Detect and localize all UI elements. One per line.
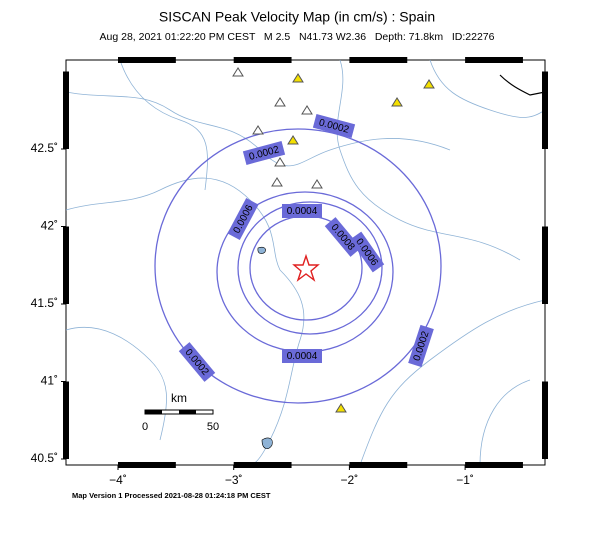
lake <box>257 246 266 254</box>
station <box>232 67 244 77</box>
stations <box>232 67 435 413</box>
contour-label-text: 0.0004 <box>287 351 318 362</box>
contour-label-box <box>178 342 216 382</box>
map-area: km 0 50 <box>65 59 546 466</box>
lat-tick-label: 42˚ <box>41 219 58 233</box>
epicenter <box>292 253 320 282</box>
station <box>423 79 435 89</box>
lon-tick-label: −2˚ <box>341 473 359 487</box>
frame-bar <box>63 381 69 459</box>
frame-bar <box>542 381 548 459</box>
frame-bar <box>465 57 523 63</box>
lon-tick-label: −4˚ <box>109 473 127 487</box>
station <box>274 157 286 167</box>
frame-bar <box>233 57 292 63</box>
contour-label: 0.0004 <box>282 204 322 218</box>
frame-bar <box>233 462 292 468</box>
station <box>252 125 264 135</box>
contour-label-text: 0.0004 <box>287 206 318 217</box>
footer: Map Version 1 Processed 2021-08-28 01:24… <box>72 491 271 500</box>
scale-start: 0 <box>142 421 148 433</box>
station <box>292 73 304 83</box>
lon-tick-label: −3˚ <box>225 473 243 487</box>
contour-label-box <box>312 114 356 138</box>
subtitle: Aug 28, 2021 01:22:20 PM CEST M 2.5 N41.… <box>100 31 495 43</box>
river <box>479 379 531 466</box>
station <box>287 135 299 145</box>
station <box>271 177 283 187</box>
contour-label: 0.0004 <box>282 349 322 363</box>
river <box>65 326 167 441</box>
frame-bar <box>542 71 548 149</box>
contour-line <box>154 128 442 404</box>
contour-label-box <box>282 349 322 363</box>
lat-tick-label: 41˚ <box>41 374 58 388</box>
title: SISCAN Peak Velocity Map (in cm/s) : Spa… <box>159 9 435 25</box>
map-frame <box>65 59 546 466</box>
lon-tick-label: −1˚ <box>456 473 474 487</box>
scale-bar-segment <box>145 410 162 414</box>
contour-line <box>237 201 383 335</box>
frame-bar <box>349 57 408 63</box>
station <box>391 97 403 107</box>
station <box>301 105 313 115</box>
scale-bar-segment <box>179 410 196 414</box>
river <box>65 177 281 271</box>
river <box>429 59 546 118</box>
scale-bar: km 0 50 <box>142 391 219 433</box>
frame-bar <box>118 462 176 468</box>
lat-tick-label: 41.5˚ <box>31 296 58 310</box>
station <box>335 403 347 413</box>
contour-label-box <box>282 204 322 218</box>
frame-bar <box>63 226 69 304</box>
scale-unit: km <box>171 391 187 405</box>
scale-end: 50 <box>207 421 219 433</box>
frame-bar <box>118 57 176 63</box>
frame-bar <box>63 71 69 149</box>
station <box>274 97 286 107</box>
frame-bar <box>542 226 548 304</box>
rivers <box>65 59 546 466</box>
lake <box>261 437 273 449</box>
station <box>311 179 323 189</box>
frame-bar <box>465 462 523 468</box>
lat-tick-label: 42.5˚ <box>31 141 58 155</box>
contour-label-box <box>324 217 362 257</box>
contour-label-box <box>408 324 434 368</box>
river <box>336 59 521 261</box>
coastline <box>499 74 546 96</box>
contour-label-box <box>242 141 286 165</box>
river <box>359 299 546 466</box>
frame-bar <box>349 462 408 468</box>
contour-label-box <box>349 231 385 273</box>
lat-tick-label: 40.5˚ <box>31 451 58 465</box>
contour-label-box <box>227 198 259 240</box>
